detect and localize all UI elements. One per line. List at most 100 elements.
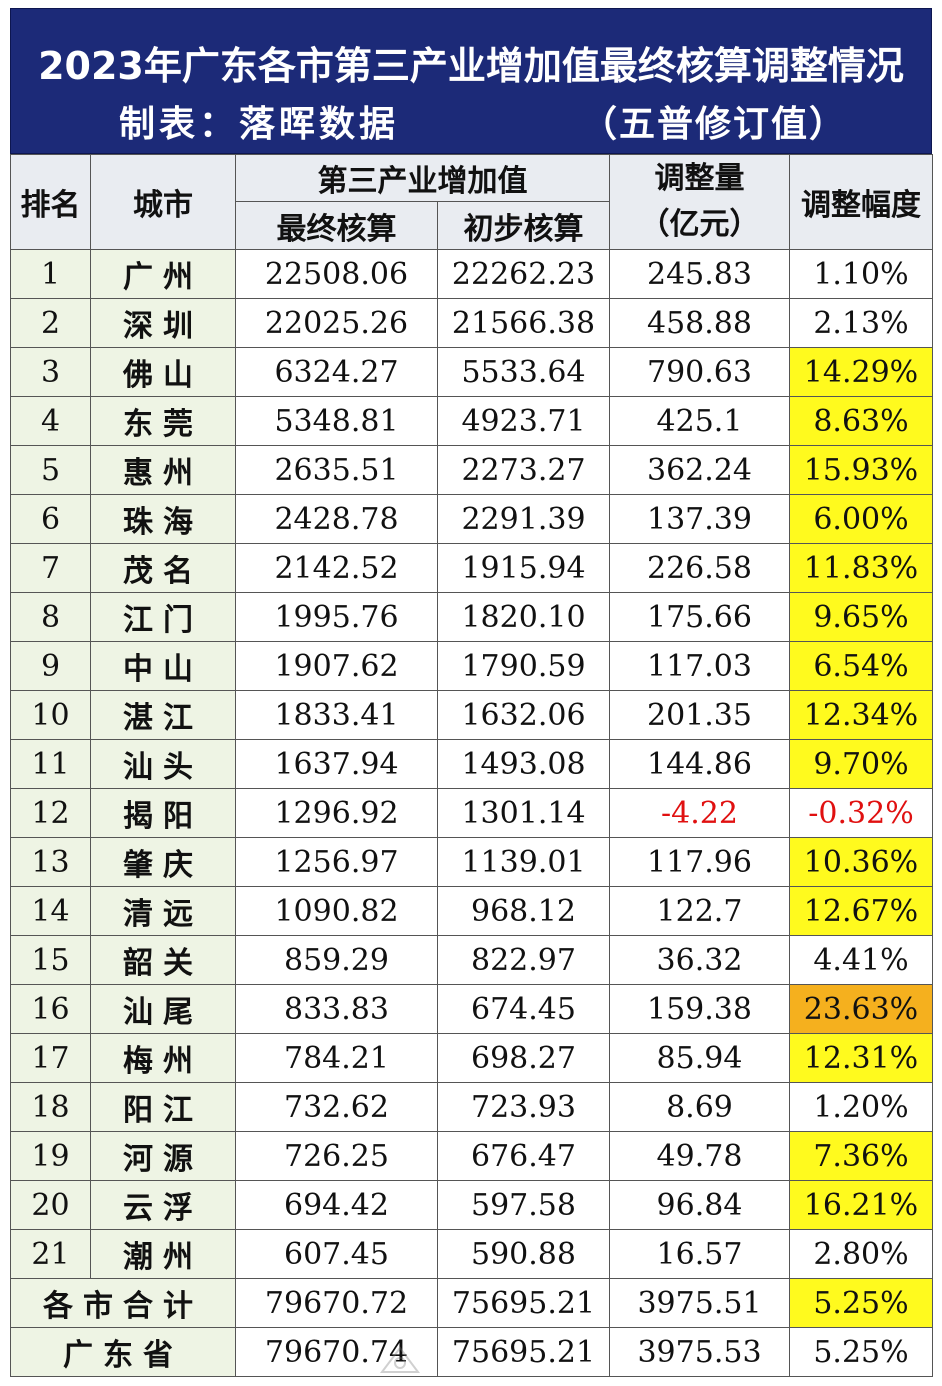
table-row: 2 深圳 22025.26 21566.38 458.88 2.13% — [10, 298, 933, 348]
city-cell: 河源 — [90, 1131, 236, 1181]
province-total-row: 广东省 79670.74 75695.21 3975.53 5.25% — [10, 1327, 933, 1377]
table-row: 6 珠海 2428.78 2291.39 137.39 6.00% — [10, 494, 933, 544]
final-value-cell: 22508.06 — [235, 249, 438, 299]
adjust-pct-cell: 2.13% — [789, 298, 933, 348]
adjustment-cell: 201.35 — [609, 690, 790, 740]
prelim-value-cell: 1301.14 — [437, 788, 610, 838]
prelim-value-cell: 1139.01 — [437, 837, 610, 887]
adjustment-cell: 458.88 — [609, 298, 790, 348]
prelim-value-cell: 590.88 — [437, 1229, 610, 1279]
adjust-pct-cell: 1.10% — [789, 249, 933, 299]
city-cell: 茂名 — [90, 543, 236, 593]
cities-total-row: 各市合计 79670.72 75695.21 3975.51 5.25% — [10, 1278, 933, 1328]
final-value-cell: 5348.81 — [235, 396, 438, 446]
rank-cell: 14 — [10, 886, 91, 936]
table-row: 10 湛江 1833.41 1632.06 201.35 12.34% — [10, 690, 933, 740]
table-row: 3 佛山 6324.27 5533.64 790.63 14.29% — [10, 347, 933, 397]
adjustment-cell: 175.66 — [609, 592, 790, 642]
header-row-1: 排名 城市 第三产业增加值 调整量 （亿元） 调整幅度 — [10, 154, 933, 250]
prelim-value-cell: 2273.27 — [437, 445, 610, 495]
prelim-value-cell: 1493.08 — [437, 739, 610, 789]
city-cell: 江门 — [90, 592, 236, 642]
total-final-cell: 79670.72 — [235, 1278, 438, 1328]
city-cell: 阳江 — [90, 1082, 236, 1132]
rank-cell: 19 — [10, 1131, 91, 1181]
table-row: 18 阳江 732.62 723.93 8.69 1.20% — [10, 1082, 933, 1132]
header-tertiary-value: 第三产业增加值 — [235, 154, 610, 202]
table-row: 14 清远 1090.82 968.12 122.7 12.67% — [10, 886, 933, 936]
prelim-value-cell: 723.93 — [437, 1082, 610, 1132]
total-adjustment-cell: 3975.51 — [609, 1278, 790, 1328]
prelim-value-cell: 21566.38 — [437, 298, 610, 348]
prelim-value-cell: 597.58 — [437, 1180, 610, 1230]
final-value-cell: 1637.94 — [235, 739, 438, 789]
rank-cell: 8 — [10, 592, 91, 642]
table-title: 2023年广东各市第三产业增加值最终核算调整情况 — [38, 44, 904, 88]
rank-cell: 1 — [10, 249, 91, 299]
city-cell: 云浮 — [90, 1180, 236, 1230]
rank-cell: 15 — [10, 935, 91, 985]
table-row: 17 梅州 784.21 698.27 85.94 12.31% — [10, 1033, 933, 1083]
prelim-value-cell: 1915.94 — [437, 543, 610, 593]
header-prelim: 初步核算 — [437, 201, 610, 250]
final-value-cell: 2142.52 — [235, 543, 438, 593]
table-row: 20 云浮 694.42 597.58 96.84 16.21% — [10, 1180, 933, 1230]
prelim-value-cell: 5533.64 — [437, 347, 610, 397]
adjustment-cell: 8.69 — [609, 1082, 790, 1132]
table-row: 1 广州 22508.06 22262.23 245.83 1.10% — [10, 249, 933, 299]
adjust-pct-cell: 12.31% — [789, 1033, 933, 1083]
adjust-pct-cell: 8.63% — [789, 396, 933, 446]
header-adjustment-line1: 调整量 — [654, 161, 745, 196]
header-rank: 排名 — [10, 154, 91, 250]
revision-note: （五普修订值） — [581, 104, 848, 145]
table-row: 12 揭阳 1296.92 1301.14 -4.22 -0.32% — [10, 788, 933, 838]
adjustment-cell: 16.57 — [609, 1229, 790, 1279]
city-cell: 肇庆 — [90, 837, 236, 887]
final-value-cell: 2428.78 — [235, 494, 438, 544]
total-pct-cell: 5.25% — [789, 1278, 933, 1328]
prelim-value-cell: 674.45 — [437, 984, 610, 1034]
maker-credit: 制表：落晖数据 — [119, 104, 400, 145]
rank-cell: 21 — [10, 1229, 91, 1279]
final-value-cell: 1090.82 — [235, 886, 438, 936]
rank-cell: 6 — [10, 494, 91, 544]
prelim-value-cell: 968.12 — [437, 886, 610, 936]
city-cell: 梅州 — [90, 1033, 236, 1083]
adjust-pct-cell: 23.63% — [789, 984, 933, 1034]
adjust-pct-cell: 2.80% — [789, 1229, 933, 1279]
prelim-value-cell: 22262.23 — [437, 249, 610, 299]
city-cell: 汕头 — [90, 739, 236, 789]
adjust-pct-cell: 1.20% — [789, 1082, 933, 1132]
final-value-cell: 1833.41 — [235, 690, 438, 740]
adjustment-cell: 425.1 — [609, 396, 790, 446]
adjust-pct-cell: 9.65% — [789, 592, 933, 642]
rank-cell: 18 — [10, 1082, 91, 1132]
final-value-cell: 1995.76 — [235, 592, 438, 642]
final-value-cell: 859.29 — [235, 935, 438, 985]
adjust-pct-cell: 10.36% — [789, 837, 933, 887]
city-cell: 惠州 — [90, 445, 236, 495]
city-cell: 广州 — [90, 249, 236, 299]
title-banner: 2023年广东各市第三产业增加值最终核算调整情况 制表：落晖数据 （五普修订值） — [10, 8, 932, 154]
city-cell: 中山 — [90, 641, 236, 691]
adjustment-cell: 790.63 — [609, 347, 790, 397]
final-value-cell: 1907.62 — [235, 641, 438, 691]
adjust-pct-cell: 4.41% — [789, 935, 933, 985]
total-prelim-cell: 75695.21 — [437, 1327, 610, 1377]
adjustment-cell: -4.22 — [609, 788, 790, 838]
header-final: 最终核算 — [235, 201, 438, 250]
adjustment-cell: 362.24 — [609, 445, 790, 495]
city-cell: 揭阳 — [90, 788, 236, 838]
total-label-cell: 广东省 — [10, 1327, 236, 1377]
adjustment-cell: 245.83 — [609, 249, 790, 299]
final-value-cell: 694.42 — [235, 1180, 438, 1230]
rank-cell: 5 — [10, 445, 91, 495]
city-cell: 清远 — [90, 886, 236, 936]
rank-cell: 16 — [10, 984, 91, 1034]
prelim-value-cell: 1632.06 — [437, 690, 610, 740]
table-row: 7 茂名 2142.52 1915.94 226.58 11.83% — [10, 543, 933, 593]
adjustment-cell: 117.03 — [609, 641, 790, 691]
